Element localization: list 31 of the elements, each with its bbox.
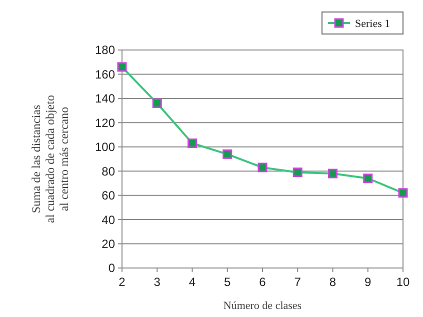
- point: [292, 168, 302, 178]
- y-tick-label: 60: [102, 188, 116, 203]
- y-tick-label: 100: [94, 140, 116, 154]
- y-axis-title: Suma de las distancias al cuadrado de cada objeto al centro más cercano: [29, 95, 71, 223]
- x-tick-label: 7: [294, 275, 302, 289]
- y-tick-label: 40: [102, 212, 116, 227]
- point: [398, 188, 408, 198]
- x-axis-title: Número de clases: [223, 300, 302, 312]
- legend-label: Series 1: [355, 18, 390, 30]
- y-tick-label: 140: [94, 92, 116, 106]
- x-tick-label: 2: [118, 275, 126, 289]
- y-tick-label: 160: [94, 67, 116, 82]
- point: [222, 149, 232, 159]
- y-tick-label: 0: [108, 261, 116, 276]
- point: [328, 168, 338, 178]
- y-tick-label: 20: [102, 236, 116, 251]
- point: [258, 162, 268, 172]
- y-tick-label: 120: [94, 116, 116, 130]
- point: [117, 62, 127, 72]
- x-tick-label: 10: [396, 275, 410, 289]
- y-tick-label: 180: [94, 43, 116, 58]
- point: [188, 138, 197, 148]
- x-tick-label: 6: [259, 275, 266, 289]
- x-tick-label: 3: [154, 275, 161, 289]
- y-tick-label: 80: [102, 164, 116, 178]
- x-tick-label: 5: [224, 275, 232, 289]
- point: [152, 98, 162, 108]
- x-tick-label: 4: [188, 275, 196, 289]
- x-tick-label: 9: [364, 275, 372, 289]
- point: [363, 174, 373, 184]
- x-tick-label: 8: [329, 275, 336, 289]
